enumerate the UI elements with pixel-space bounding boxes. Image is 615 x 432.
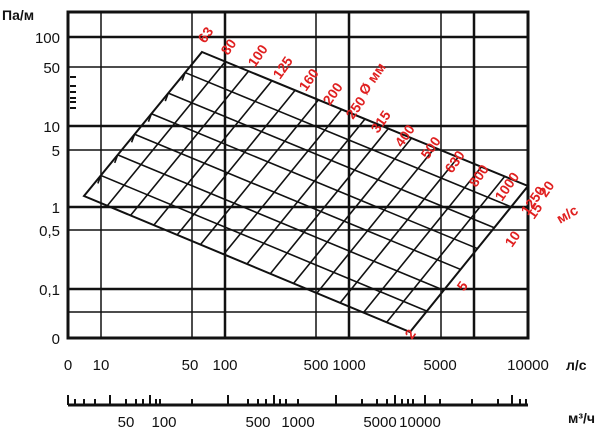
diameter-label: 125 [269, 53, 296, 81]
edge-tick [164, 92, 170, 102]
y-tick-label: 1 [52, 200, 60, 217]
velocity-line [167, 92, 495, 229]
y-axis: 100 50 10 5 1 0,5 0,1 0 [35, 30, 76, 348]
x-tick-label: 50 [182, 357, 199, 374]
x-tick-label: 500 [303, 357, 328, 374]
y-tick-label: 0,5 [39, 223, 60, 240]
y-tick-label: 5 [52, 143, 60, 160]
plot-frame [66, 10, 530, 340]
diameter-label: 200 [319, 79, 346, 107]
edge-tick [130, 134, 136, 143]
diameter-line [386, 175, 506, 323]
velocity-unit: м/с [554, 202, 581, 227]
diameter-line [223, 108, 343, 255]
diameter-label: 250 [342, 93, 369, 121]
diameter-label: 63 [194, 24, 216, 46]
diameter-line [362, 166, 483, 314]
diameter-label: 80 [217, 36, 239, 58]
x-tick-label: 5000 [423, 357, 456, 374]
x-axis: 0 10 50 100 500 1000 5000 10000 [64, 357, 549, 374]
diameter-line [176, 89, 296, 236]
velocity-line [134, 133, 461, 271]
velocity-label: 5 [453, 278, 471, 294]
diameter-line [339, 156, 459, 304]
diameter-unit: Ø мм [355, 59, 388, 97]
x2-tick-label: 10000 [399, 414, 441, 431]
diameter-label: 800 [465, 161, 492, 189]
diameter-line [316, 147, 436, 294]
diameter-line [246, 118, 366, 265]
x-tick-label: 10000 [507, 357, 549, 374]
x2-axis-label: м³/ч [568, 410, 595, 426]
velocity-line [184, 71, 512, 208]
edge-tick [113, 154, 119, 164]
diameter-label: 315 [367, 107, 394, 135]
edge-tick [97, 175, 102, 184]
diameter-line [153, 80, 273, 226]
x2-tick-label: 1000 [281, 414, 314, 431]
diameter-line [292, 137, 413, 284]
y-tick-label: 0 [52, 331, 60, 348]
diameter-line [129, 70, 250, 216]
velocity-line [117, 154, 445, 292]
nomogram [82, 50, 530, 334]
y-tick-label: 10 [43, 119, 60, 136]
y-tick-label: 0,1 [39, 282, 60, 299]
x2-axis: 50 100 500 1000 5000 10000 [67, 395, 528, 431]
y-tick-label: 50 [43, 60, 60, 77]
edge-tick [147, 113, 153, 122]
y-axis-label: Па/м [2, 7, 34, 23]
velocity-line [151, 112, 478, 250]
edge-tick [181, 72, 186, 81]
diameter-label: 160 [295, 65, 322, 93]
diameter-line [106, 61, 226, 207]
velocity-label: 10 [501, 228, 523, 250]
x-tick-label: 10 [93, 357, 110, 374]
grid [66, 10, 530, 340]
velocity-line [100, 174, 428, 312]
x-axis-label: л/с [566, 357, 587, 373]
x2-tick-label: 500 [245, 414, 270, 431]
x2-tick-label: 50 [118, 414, 135, 431]
diameter-line [199, 99, 320, 246]
diameter-label: 500 [417, 133, 444, 161]
nomogram-outline [82, 50, 530, 334]
diameter-line [269, 128, 389, 275]
x-tick-label: 1000 [332, 357, 365, 374]
y-tick-label: 100 [35, 30, 60, 47]
x-tick-label: 100 [212, 357, 237, 374]
x2-tick-label: 100 [151, 414, 176, 431]
x-tick-label: 0 [64, 357, 72, 374]
x2-tick-label: 5000 [363, 414, 396, 431]
diameter-label: 100 [244, 41, 271, 69]
